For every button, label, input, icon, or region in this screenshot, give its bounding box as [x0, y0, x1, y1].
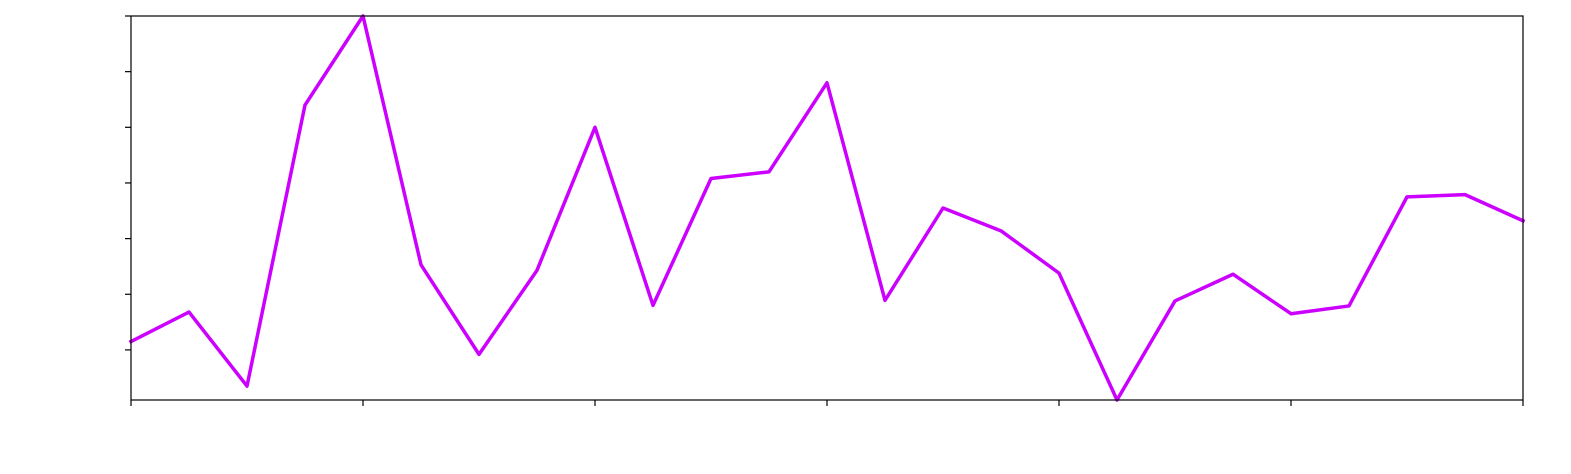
data-point [535, 268, 539, 272]
data-point [1405, 195, 1409, 199]
data-point [941, 206, 945, 210]
data-point [1289, 312, 1293, 316]
data-point [883, 298, 887, 302]
data-point [303, 103, 307, 107]
data-point [825, 81, 829, 85]
series-layer [128, 14, 1526, 402]
data-point [593, 125, 597, 129]
data-point [1463, 193, 1467, 197]
data-point [709, 177, 713, 181]
data-point [1173, 299, 1177, 303]
data-point [767, 170, 771, 174]
data-point [187, 310, 191, 314]
data-point [419, 263, 423, 267]
series-line [128, 14, 1526, 402]
data-point [477, 352, 481, 356]
data-point [1057, 271, 1061, 275]
data-point [651, 303, 655, 307]
data-point [1231, 272, 1235, 276]
data-point [999, 229, 1003, 233]
plot-frame [130, 15, 1524, 401]
axis-ticks [125, 15, 1524, 406]
data-point [245, 384, 249, 388]
data-point [1347, 304, 1351, 308]
